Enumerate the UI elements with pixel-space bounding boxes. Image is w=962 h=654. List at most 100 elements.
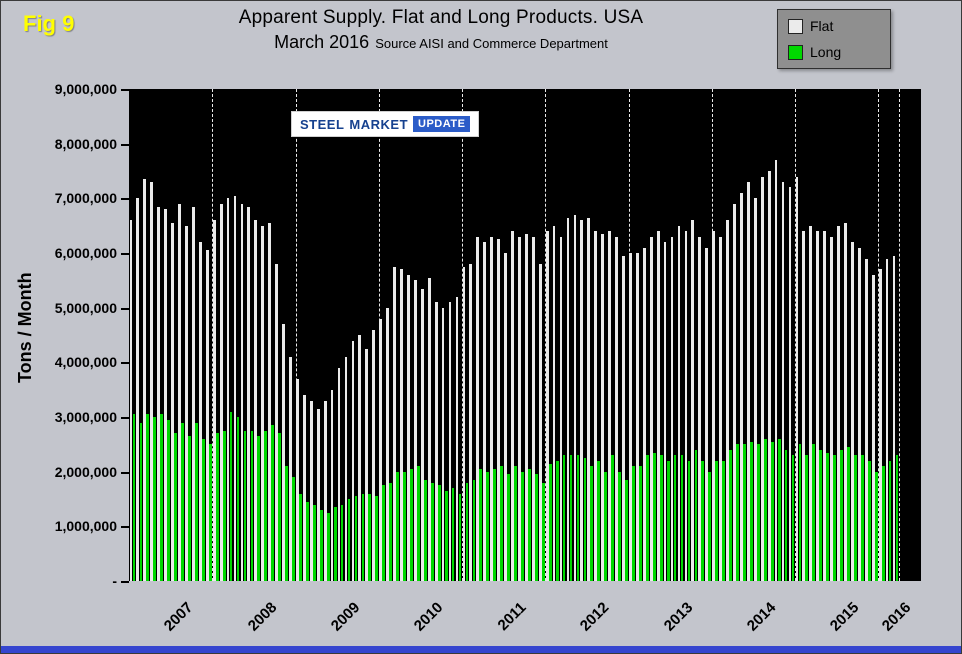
x-year-label: 2007 <box>161 599 197 635</box>
legend: Flat Long <box>777 9 891 69</box>
long-bar <box>770 441 774 581</box>
flat-bar <box>844 222 847 581</box>
y-tick-label: 4,000,000 <box>54 354 117 371</box>
flat-bar <box>601 233 605 581</box>
flat-bar <box>205 250 209 581</box>
long-bar <box>618 471 621 581</box>
flat-bar <box>268 222 272 581</box>
flat-bar <box>434 302 438 581</box>
flat-bar <box>323 400 327 581</box>
y-tick-label: 3,000,000 <box>54 409 117 425</box>
y-tick-mark <box>121 417 129 419</box>
y-tick-mark <box>121 362 129 365</box>
long-bar <box>694 449 698 581</box>
flat-bar <box>365 348 369 581</box>
x-year-label: 2010 <box>410 599 447 635</box>
long-bar <box>222 430 226 581</box>
long-bar <box>895 455 899 581</box>
flat-bar <box>330 389 334 581</box>
x-year-label: 2012 <box>577 599 613 635</box>
flat-bar <box>830 236 833 581</box>
long-bar <box>763 438 767 581</box>
flat-bar <box>705 247 709 581</box>
long-bar <box>195 422 198 581</box>
long-bar <box>208 444 212 581</box>
flat-bar <box>219 203 223 581</box>
long-bar <box>701 460 705 581</box>
flat-bar <box>448 302 452 581</box>
long-bar <box>215 433 219 581</box>
long-bar <box>874 471 878 581</box>
long-bar <box>389 482 393 581</box>
long-bar <box>534 474 538 581</box>
chart-subtitle-source: Source AISI and Commerce Department <box>375 36 608 51</box>
long-bar <box>382 485 386 581</box>
flat-bar <box>531 236 535 581</box>
flat-bar <box>226 198 230 581</box>
long-bar <box>791 455 795 581</box>
long-bar <box>250 430 254 581</box>
long-bar <box>528 468 531 581</box>
flat-bar <box>684 231 688 581</box>
long-bar <box>826 452 830 581</box>
long-bar <box>299 493 302 581</box>
long-bar <box>597 460 601 581</box>
flat-bar <box>559 236 563 581</box>
long-bar <box>500 466 504 581</box>
long-bar <box>347 499 351 581</box>
flat-bar <box>372 329 376 581</box>
long-bar <box>736 444 739 581</box>
long-bar <box>188 436 191 581</box>
long-bar <box>840 449 843 581</box>
long-bar <box>465 482 469 581</box>
flat-bar <box>740 192 743 581</box>
y-tick-label: 6,000,000 <box>54 245 117 261</box>
long-bar <box>590 466 594 581</box>
flat-bar <box>337 367 341 581</box>
flat-bar <box>178 203 181 581</box>
legend-label-flat: Flat <box>810 18 834 34</box>
bottom-accent-bar <box>1 646 961 653</box>
flat-bar <box>885 258 889 581</box>
flat-bar <box>788 187 792 581</box>
long-bar <box>354 496 358 581</box>
chart-title-block: Apparent Supply. Flat and Long Products.… <box>121 7 761 53</box>
flat-bar <box>129 220 133 581</box>
long-bar <box>479 468 483 581</box>
flat-bar <box>490 236 494 581</box>
long-bar <box>507 474 510 581</box>
long-bar <box>569 455 573 581</box>
flat-bar <box>212 220 216 581</box>
year-separator-line <box>794 89 796 581</box>
long-bar <box>881 466 885 581</box>
long-bar <box>396 471 399 581</box>
long-bar <box>236 417 240 581</box>
flat-bar <box>476 236 480 581</box>
long-bar <box>437 485 441 581</box>
flat-bar <box>816 231 820 581</box>
steel-market-update-logo: STEEL MARKET UPDATE <box>291 111 480 137</box>
y-axis-ticks <box>121 89 129 583</box>
flat-bar <box>518 236 521 581</box>
y-tick-label: 8,000,000 <box>54 135 117 152</box>
flat-bar <box>663 242 667 581</box>
x-axis-labels: 2007 2008 2009 2010 2011 2012 2013 2014 2015 2016 <box>129 587 921 649</box>
y-tick-label: 1,000,000 <box>54 518 117 535</box>
flat-bar <box>511 231 514 581</box>
long-bar <box>659 455 663 581</box>
long-bar <box>458 493 462 581</box>
flat-bar <box>608 231 611 581</box>
long-bar <box>604 471 608 581</box>
year-separator-line <box>545 89 547 581</box>
flat-bar <box>247 206 251 581</box>
long-bar <box>860 455 864 581</box>
y-tick-mark <box>121 198 129 201</box>
long-bar <box>722 460 726 581</box>
y-tick-label: - <box>112 573 117 589</box>
y-tick-mark <box>121 89 129 91</box>
chart-title: Apparent Supply. Flat and Long Products.… <box>238 7 644 28</box>
flat-bar <box>233 195 237 581</box>
flat-bar <box>712 231 716 581</box>
year-separator-line <box>462 89 463 581</box>
flat-bar <box>261 225 265 581</box>
